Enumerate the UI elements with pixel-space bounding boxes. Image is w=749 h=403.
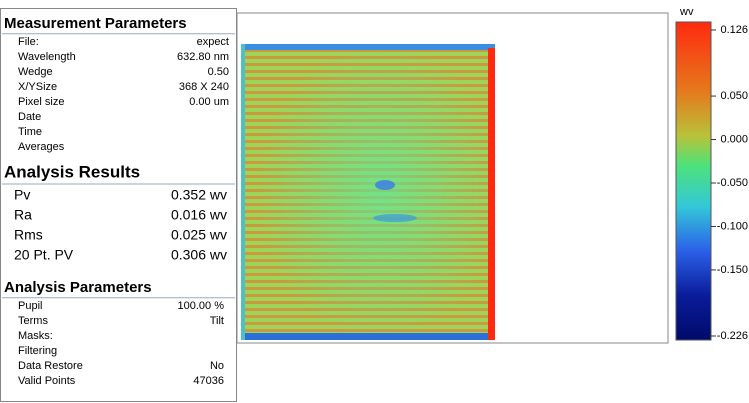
row-value: 0.306 wv	[171, 247, 227, 263]
row-label: Time	[18, 126, 42, 138]
row-value: 47036	[193, 375, 224, 387]
row-value: 368 X 240	[179, 81, 229, 93]
row-label: Wedge	[18, 66, 53, 78]
row-label: Filtering	[18, 345, 57, 357]
colorbar-label: 0.126	[720, 24, 748, 36]
row-value: Tilt	[210, 315, 224, 327]
row-label: X/YSize	[18, 81, 57, 93]
row-label: Masks:	[18, 330, 53, 342]
row-label: Pixel size	[18, 96, 64, 108]
colorbar-label: -0.226	[717, 330, 748, 342]
colorbar-label: 0.000	[720, 133, 748, 145]
row-value: 632.80 nm	[177, 51, 229, 63]
row-value: 0.50	[208, 66, 229, 78]
row-value: 0.352 wv	[171, 187, 227, 203]
row-value: 0.025 wv	[171, 227, 227, 243]
row-label: Ra	[14, 207, 32, 223]
colorbar-unit: wv	[679, 6, 694, 18]
row-label: Pupil	[18, 300, 42, 312]
row-value: expect	[197, 36, 229, 48]
row-label: Wavelength	[18, 51, 76, 63]
colorbar-label: 0.050	[720, 90, 748, 102]
row-label: Terms	[18, 315, 48, 327]
surface-map	[241, 44, 495, 340]
row-label: Valid Points	[18, 375, 76, 387]
row-label: Averages	[18, 141, 65, 153]
row-value: No	[210, 360, 224, 372]
row-value: 0.00 um	[189, 96, 229, 108]
info-panel	[0, 8, 237, 402]
colorbar-label: -0.050	[717, 177, 748, 189]
row-label: File:	[18, 36, 39, 48]
row-label: 20 Pt. PV	[14, 247, 74, 263]
colorbar-label: -0.150	[717, 264, 748, 276]
row-label: Date	[18, 111, 41, 123]
row-label: Pv	[14, 187, 30, 203]
section-title: Analysis Results	[4, 162, 140, 181]
row-label: Data Restore	[18, 360, 83, 372]
colorbar-label: -0.100	[717, 220, 748, 232]
section-title: Measurement Parameters	[4, 15, 187, 32]
row-value: 100.00 %	[178, 300, 225, 312]
row-label: Rms	[14, 227, 43, 243]
colorbar	[675, 21, 712, 341]
row-value: 0.016 wv	[171, 207, 227, 223]
section-title: Analysis Parameters	[4, 279, 152, 296]
